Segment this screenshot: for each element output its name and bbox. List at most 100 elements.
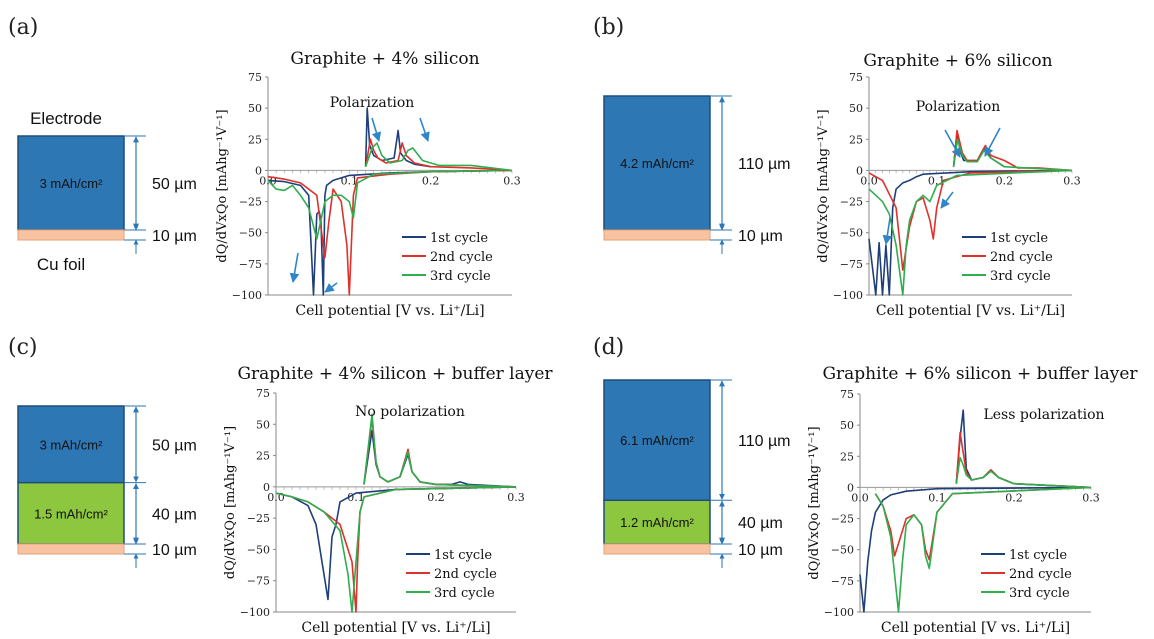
chart-annotation: No polarization <box>355 404 465 420</box>
electrode-label: Electrode <box>30 109 102 128</box>
x-axis-label: Cell potential [V vs. Li⁺/Li] <box>301 620 490 636</box>
cu-foil-label: Cu foil <box>37 255 85 274</box>
chart-annotation: Polarization <box>916 99 1001 115</box>
series-line-1st-cycle <box>363 429 517 488</box>
chart-title: Graphite + 4% silicon + buffer layer <box>237 364 553 384</box>
x-tick-label: 0.0 <box>851 491 869 504</box>
y-tick-label: 50 <box>849 102 863 115</box>
y-tick-label: 0 <box>263 481 270 494</box>
legend-entry: 2nd cycle <box>990 250 1053 265</box>
series-line-1st-cycle <box>868 169 1073 296</box>
chart: Graphite + 6% silicon + buffer layer 75 50… <box>807 364 1138 636</box>
y-tick-label: 75 <box>256 387 270 400</box>
y-axis-label: dQ/dVxQo [mAhg⁻¹V⁻¹] <box>816 109 831 262</box>
y-tick-label: −25 <box>840 196 863 209</box>
y-tick-label: 0 <box>847 481 854 494</box>
x-tick-label: 0.3 <box>1082 491 1100 504</box>
y-tick-label: 75 <box>840 388 854 401</box>
layer-capacity-label: 1.5 mAh/cm² <box>34 506 108 521</box>
series-line-3rd-cycle <box>874 486 1092 613</box>
x-tick-label: 0.1 <box>347 491 365 504</box>
layer-capacity-label: 4.2 mAh/cm² <box>620 156 694 171</box>
y-tick-label: −50 <box>840 227 863 240</box>
legend-entry: 1st cycle <box>434 548 492 563</box>
legend-entry: 3rd cycle <box>434 586 495 601</box>
legend-entry: 3rd cycle <box>1009 586 1070 601</box>
electrode-diagram: 3 mAh/cm² 50 µm 1.5 mAh/cm² 40 µm 10 µm <box>17 405 197 568</box>
polarization-arrow <box>984 127 1001 157</box>
x-tick-label: 0.3 <box>507 491 525 504</box>
electrode-diagram: 6.1 mAh/cm² 110 µm 1.2 mAh/cm² 40 µm 10 µm <box>603 379 791 568</box>
cu-foil <box>17 543 125 555</box>
x-axis-label: Cell potential [V vs. Li⁺/Li] <box>295 303 484 319</box>
y-tick-label: −75 <box>831 575 854 588</box>
y-tick-label: −100 <box>232 289 262 302</box>
polarization-arrow <box>324 282 338 293</box>
y-tick-label: 0 <box>255 164 262 177</box>
chart: Graphite + 4% silicon + buffer layer 75 50… <box>223 364 553 636</box>
electrode-diagram: 4.2 mAh/cm² 110 µm 10 µm <box>603 95 791 254</box>
polarization-arrow <box>289 252 300 283</box>
polarization-arrow <box>944 129 961 158</box>
y-tick-label: 25 <box>849 133 863 146</box>
electrode-diagram: 3 mAh/cm² 50 µm 10 µm Electrode Cu foil <box>17 109 197 274</box>
x-tick-label: 0.0 <box>860 174 878 187</box>
series-line-3rd-cycle <box>364 142 513 172</box>
x-tick-label: 0.1 <box>928 491 946 504</box>
series-line-3rd-cycle <box>955 456 1092 489</box>
x-tick-label: 0.0 <box>267 491 285 504</box>
layer-thickness-label: 110 µm <box>738 156 791 173</box>
series-line-2nd-cycle <box>363 417 517 488</box>
x-tick-label: 0.2 <box>996 174 1014 187</box>
x-tick-label: 0.3 <box>1063 174 1081 187</box>
polarization-arrow <box>940 191 954 209</box>
series-line-2nd-cycle <box>952 129 1073 172</box>
polarization-arrow <box>882 217 893 245</box>
x-tick-label: 0.2 <box>422 174 440 187</box>
y-tick-label: −50 <box>831 544 854 557</box>
layer-thickness-label: 40 µm <box>152 506 197 523</box>
chart-title: Graphite + 6% silicon <box>863 51 1052 71</box>
series-line-2nd-cycle <box>868 169 1073 271</box>
y-tick-label: 50 <box>256 418 270 431</box>
panel-b: (b) 4.2 mAh/cm² 110 µm 10 µm Graphite + 6% s… <box>593 15 1081 319</box>
legend-entry: 3rd cycle <box>990 269 1051 284</box>
panel-label: (c) <box>8 335 38 360</box>
series-line-2nd-cycle <box>364 138 513 172</box>
layer-capacity-label: 1.2 mAh/cm² <box>620 515 694 530</box>
cu-foil <box>17 229 125 241</box>
cu-foil <box>603 543 711 555</box>
polarization-arrow <box>371 117 382 142</box>
series-line-1st-cycle <box>275 486 517 601</box>
x-tick-label: 0.3 <box>503 174 521 187</box>
series-line-3rd-cycle <box>363 413 517 488</box>
legend-entry: 2nd cycle <box>430 250 493 265</box>
electrode-layer <box>17 135 125 231</box>
foil-thickness-label: 10 µm <box>152 542 197 559</box>
y-tick-label: 25 <box>840 450 854 463</box>
chart-title: Graphite + 6% silicon + buffer layer <box>822 364 1138 384</box>
x-axis-label: Cell potential [V vs. Li⁺/Li] <box>881 620 1070 636</box>
y-tick-label: −75 <box>247 575 270 588</box>
series-line-2nd-cycle <box>267 169 513 296</box>
y-tick-label: −100 <box>833 289 863 302</box>
electrode-layer <box>17 481 125 545</box>
panel-label: (a) <box>8 15 38 40</box>
y-tick-label: 0 <box>856 164 863 177</box>
x-axis-label: Cell potential [V vs. Li⁺/Li] <box>876 303 1065 319</box>
chart: Graphite + 4% silicon 75 50 25 0 −25 −50 −75 −10… <box>215 49 521 319</box>
layer-thickness-label: 50 µm <box>152 176 197 193</box>
y-tick-label: −25 <box>831 513 854 526</box>
chart-title: Graphite + 4% silicon <box>290 49 479 69</box>
legend-entry: 1st cycle <box>990 231 1048 246</box>
y-tick-label: −50 <box>239 227 262 240</box>
foil-thickness-label: 10 µm <box>152 228 197 245</box>
y-tick-label: 25 <box>256 450 270 463</box>
legend-entry: 1st cycle <box>1009 548 1067 563</box>
cu-foil <box>603 229 711 241</box>
y-tick-label: −25 <box>247 512 270 525</box>
y-axis-label: dQ/dVxQo [mAhg⁻¹V⁻¹] <box>215 109 230 262</box>
layer-thickness-label: 110 µm <box>738 433 791 450</box>
